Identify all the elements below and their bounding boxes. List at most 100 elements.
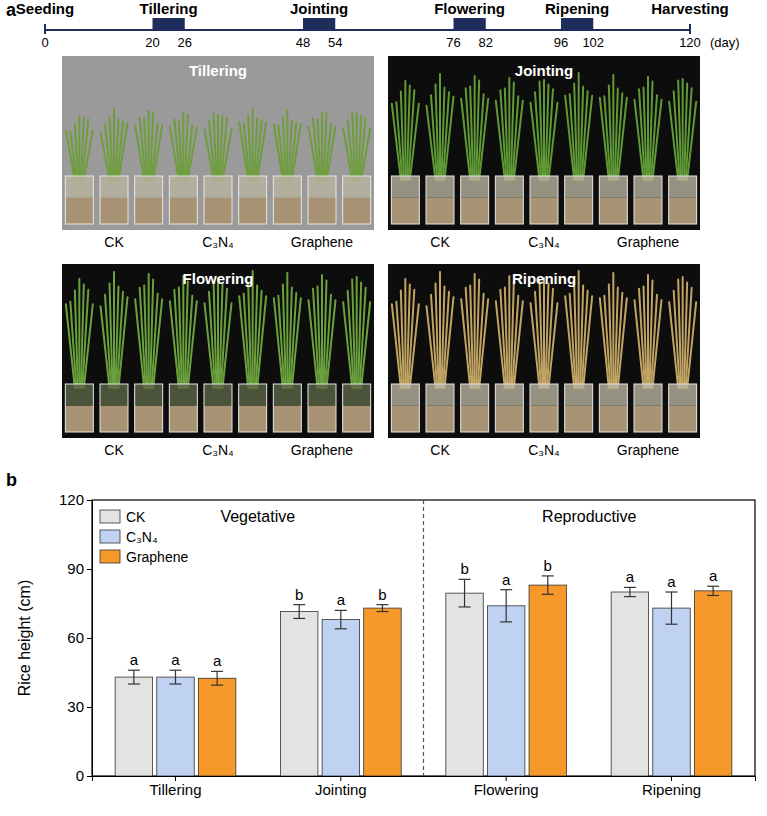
- beaker-water: [100, 176, 128, 198]
- beaker-glass: [599, 176, 627, 224]
- plant-leaf: [540, 82, 543, 180]
- photo-title: Ripening: [512, 270, 576, 287]
- beaker-water: [565, 384, 593, 406]
- stage-annotation: Reproductive: [542, 508, 636, 525]
- beaker-soil: [565, 406, 593, 432]
- x-tick-label: Flowering: [474, 781, 539, 798]
- error-bar-cap: [707, 595, 719, 596]
- legend-label: Graphene: [126, 549, 188, 565]
- plant-leaf: [401, 290, 404, 388]
- error-bar-cap: [666, 624, 678, 625]
- stage-annotation: Vegetative: [220, 508, 295, 525]
- bar: [280, 612, 317, 776]
- error-bar-stem: [133, 670, 134, 684]
- beaker-glass: [426, 384, 454, 432]
- error-bar-stem: [382, 605, 383, 612]
- photo-group-label: C₃N₄: [202, 234, 234, 250]
- legend-item: C₃N₄: [100, 529, 158, 545]
- beaker-water: [391, 384, 419, 406]
- significance-letter: a: [130, 651, 139, 668]
- beaker-glass: [669, 176, 697, 224]
- error-bar-cap: [500, 621, 512, 622]
- error-bar-cap: [169, 670, 181, 671]
- beaker-water: [308, 384, 336, 406]
- error-bar-stem: [340, 610, 341, 628]
- significance-letter: a: [171, 651, 180, 668]
- beaker-glass: [495, 384, 523, 432]
- beaker-glass: [308, 384, 336, 432]
- plant-leaf: [618, 98, 627, 180]
- bar: [198, 678, 235, 776]
- beaker-water: [65, 384, 93, 406]
- plant-leaf: [578, 271, 580, 388]
- plant-leaf: [687, 102, 696, 180]
- beaker-soil: [669, 406, 697, 432]
- plant-leaf: [327, 126, 336, 180]
- timeline-tick-label: 102: [582, 35, 604, 50]
- plant-leaf: [361, 302, 370, 388]
- photo-panel: FloweringCKC₃N₄Graphene: [62, 264, 374, 458]
- x-tick: Jointing: [315, 776, 367, 798]
- significance-letter: a: [502, 571, 511, 588]
- beaker-water: [204, 176, 232, 198]
- period-label: Tillering: [140, 0, 198, 17]
- legend-swatch: [100, 530, 120, 543]
- bar: [115, 677, 152, 776]
- plant-leaf: [248, 116, 251, 180]
- period-label: Jointing: [290, 0, 348, 17]
- plant-leaf: [618, 298, 627, 388]
- plant-leaf: [549, 303, 558, 388]
- y-axis-line: [87, 501, 93, 777]
- plant-leaf: [257, 296, 266, 388]
- plant-leaf: [182, 113, 184, 180]
- error-bar: [666, 592, 678, 624]
- plant-leaf: [75, 290, 78, 388]
- x-axis: TilleringJointingFloweringRipening: [93, 776, 756, 798]
- plant-leaf: [144, 119, 147, 180]
- beaker-water: [391, 176, 419, 198]
- plant-leaf: [113, 272, 115, 388]
- beaker-glass: [169, 384, 197, 432]
- error-bar: [707, 586, 719, 595]
- plant-leaf: [508, 78, 510, 180]
- plant-leaf: [445, 297, 454, 388]
- error-bar-cap: [335, 610, 347, 611]
- beaker-glass: [273, 176, 301, 224]
- plant-leaf: [474, 274, 476, 388]
- y-tick: 90: [67, 560, 92, 577]
- error-bar-cap: [542, 575, 554, 576]
- plant-leaf: [410, 104, 419, 180]
- plant-leaf: [612, 273, 614, 388]
- beaker-water: [565, 176, 593, 198]
- beaker-water: [426, 176, 454, 198]
- plant-leaf: [283, 118, 286, 180]
- error-bar-stem: [299, 605, 300, 619]
- plant-leaf: [217, 115, 219, 180]
- error-bar-cap: [335, 628, 347, 629]
- plant-leaf: [153, 299, 162, 388]
- error-bar: [169, 670, 181, 684]
- error-bar: [293, 605, 305, 619]
- plant-leaf: [653, 300, 662, 388]
- beaker-glass: [565, 384, 593, 432]
- y-tick: 120: [59, 491, 92, 508]
- beaker-water: [169, 176, 197, 198]
- beaker-soil: [169, 406, 197, 432]
- error-bar-cap: [376, 611, 388, 612]
- beaker-glass: [239, 384, 267, 432]
- plant-leaf: [148, 111, 150, 180]
- error-bar: [211, 671, 223, 685]
- bar: [364, 608, 401, 776]
- error-bar-cap: [211, 671, 223, 672]
- photo-background: [62, 264, 374, 438]
- bar: [529, 585, 566, 776]
- plant-leaf: [574, 282, 577, 388]
- timeline-tick-label: 48: [296, 35, 310, 50]
- plant-leaf: [583, 96, 592, 180]
- plant-leaf: [286, 273, 288, 388]
- plant-leaf: [188, 127, 197, 180]
- beaker-soil: [461, 198, 489, 224]
- plant-leaf: [470, 87, 473, 180]
- beaker-glass: [65, 176, 93, 224]
- beaker-soil: [669, 198, 697, 224]
